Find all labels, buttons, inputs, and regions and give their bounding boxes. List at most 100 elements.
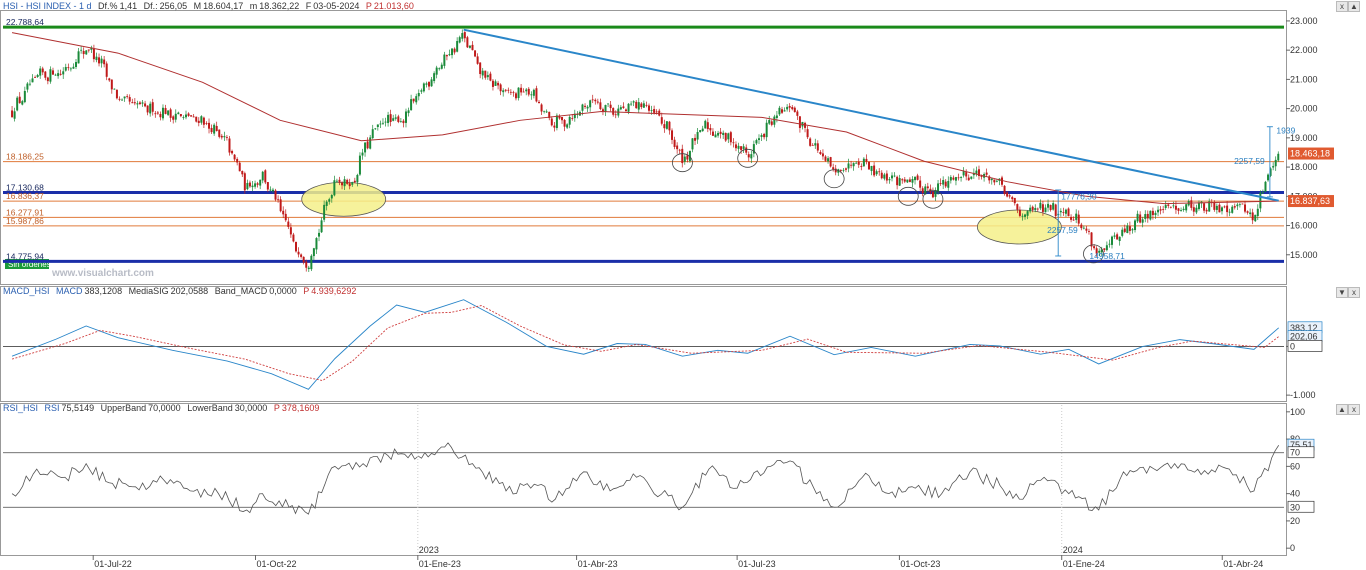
candle-body <box>26 83 29 90</box>
candle-body <box>1054 204 1057 216</box>
price-level-label: 22.788,64 <box>6 17 44 27</box>
price-level-label: 16.277,91 <box>6 207 44 217</box>
candle-body <box>1226 205 1229 213</box>
candle-body <box>364 142 367 153</box>
candle-body <box>443 54 446 66</box>
candle-body <box>1249 212 1252 215</box>
candle-body <box>312 248 315 257</box>
candle-body <box>289 227 292 235</box>
candle-body <box>346 179 349 184</box>
candle-body <box>724 132 727 141</box>
candle-body <box>376 124 379 128</box>
candle-body <box>873 165 876 176</box>
candle-body <box>655 111 658 113</box>
candle-body <box>632 101 635 103</box>
candle-body <box>435 67 438 75</box>
candle-body <box>653 109 656 113</box>
candle-body <box>660 117 663 124</box>
candle-body <box>330 194 333 199</box>
macd-tag-label: 202,06 <box>1290 332 1318 342</box>
rsi-panel-up-button[interactable]: ▲ <box>1336 404 1348 415</box>
candle-body <box>540 104 543 112</box>
x-tick-label: 01-Jul-22 <box>94 559 132 569</box>
candle-body <box>353 180 356 183</box>
candle-body <box>1080 224 1083 229</box>
candle-body <box>1095 248 1098 254</box>
candle-body <box>581 104 584 111</box>
candle-body <box>151 102 154 112</box>
candle-body <box>425 83 428 85</box>
candle-body <box>952 177 955 180</box>
candle-body <box>415 96 418 103</box>
candle-body <box>218 129 221 137</box>
candle-body <box>614 114 617 116</box>
candle-body <box>1018 209 1021 216</box>
candle-body <box>451 48 454 56</box>
candle-body <box>254 183 257 187</box>
candle-body <box>243 173 246 191</box>
price-panel-close-button[interactable]: x <box>1336 1 1348 12</box>
candle-body <box>561 116 564 121</box>
year-label: 2023 <box>419 545 439 555</box>
candle-body <box>1220 207 1223 212</box>
candle-body <box>1031 206 1034 210</box>
candle-body <box>1003 185 1006 195</box>
x-tick-label: 01-Ene-24 <box>1063 559 1105 569</box>
candle-body <box>1011 197 1014 200</box>
candle-body <box>960 177 963 178</box>
candle-body <box>847 163 850 169</box>
candle-body <box>1180 210 1183 211</box>
candle-body <box>934 190 937 197</box>
candle-body <box>768 120 771 124</box>
candle-body <box>663 124 666 129</box>
candle-body <box>512 92 515 94</box>
candle-body <box>397 116 400 122</box>
candle-body <box>522 91 525 93</box>
candle-body <box>1008 195 1011 197</box>
candle-body <box>1233 206 1236 208</box>
candle-body <box>284 213 287 221</box>
candle-body <box>407 110 410 114</box>
candle-body <box>673 139 676 147</box>
candle-body <box>200 116 203 123</box>
candle-body <box>1029 207 1032 212</box>
price-panel-up-button[interactable]: ▲ <box>1348 1 1360 12</box>
candle-body <box>573 113 576 119</box>
candle-body <box>341 182 344 186</box>
year-label: 2024 <box>1063 545 1083 555</box>
candle-body <box>558 115 561 119</box>
candle-body <box>167 110 170 115</box>
candle-body <box>609 104 612 109</box>
candle-body <box>1105 245 1108 251</box>
candle-body <box>131 102 134 104</box>
candle-body <box>532 89 535 96</box>
candle-body <box>607 103 610 105</box>
candle-body <box>834 168 837 173</box>
candle-body <box>430 79 433 87</box>
candle-body <box>64 67 67 71</box>
candle-body <box>827 158 830 162</box>
candle-body <box>266 182 269 190</box>
candle-body <box>855 162 858 164</box>
candle-body <box>497 82 500 86</box>
candle-body <box>1177 208 1180 211</box>
candle-body <box>911 178 914 183</box>
candle-body <box>525 89 528 92</box>
candle-body <box>686 155 689 160</box>
candle-body <box>647 105 650 111</box>
price-level-label: 15.987,86 <box>6 216 44 226</box>
candle-body <box>543 110 546 112</box>
macd-panel-close-button[interactable]: x <box>1348 287 1360 298</box>
candle-body <box>747 154 750 158</box>
rsi-panel-close-button[interactable]: x <box>1348 404 1360 415</box>
candle-body <box>187 113 190 116</box>
candle-body <box>857 161 860 165</box>
candle-body <box>734 144 737 149</box>
candle-body <box>885 173 888 181</box>
price-panel-down-button[interactable]: ▼ <box>1336 287 1348 298</box>
candle-body <box>123 96 126 99</box>
rsi-tag-bg <box>1287 446 1315 459</box>
candle-body <box>1277 153 1280 161</box>
candle-body <box>1047 203 1050 208</box>
candle-body <box>596 101 599 103</box>
